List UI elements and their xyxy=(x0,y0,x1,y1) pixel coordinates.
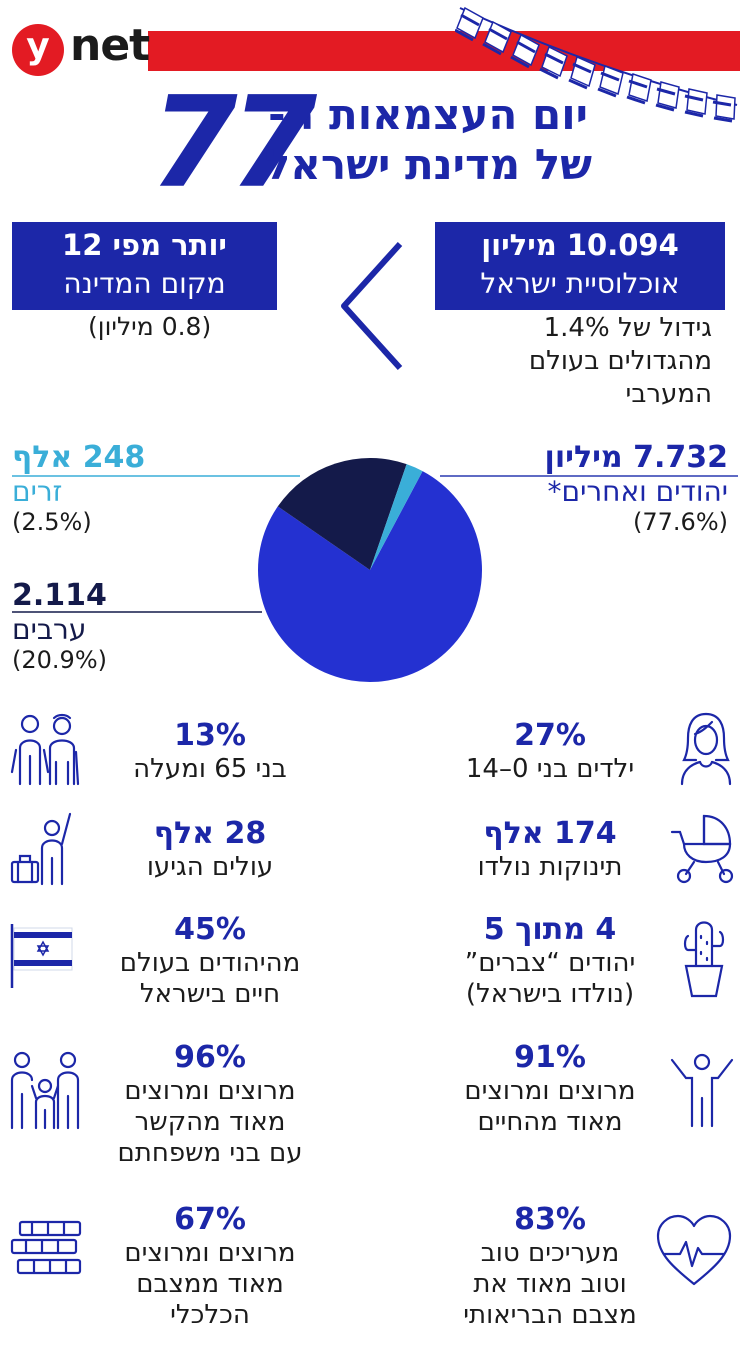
heart-pulse-icon xyxy=(656,1214,732,1286)
city-compare-label: מקום המדינה xyxy=(63,267,226,300)
stat-value: 45% xyxy=(174,912,246,947)
stat-elderly: 13% בני 65 ומעלה xyxy=(95,718,325,785)
stat-text: מרוצים ומרוצים xyxy=(124,1076,296,1106)
population-note: גידול של 1.4% מהגדולים בעולם המערבי xyxy=(529,312,712,411)
pie-label-foreigners: 248 אלף זרים (2.5%) xyxy=(12,440,145,536)
stat-economic-satisfaction: 67% מרוצים ומרוצים מאוד ממצבם הכלכלי xyxy=(80,1202,340,1331)
pie-label-arabs: 2.114 ערבים (20.9%) xyxy=(12,578,107,674)
population-value: 10.094 מיליון xyxy=(481,228,679,262)
stat-text: הכלכלי xyxy=(170,1300,250,1330)
stat-text: מאוד ממצבם xyxy=(136,1269,284,1299)
stat-text: מאוד מהחיים xyxy=(477,1107,623,1137)
stat-immigrants: 28 אלף עולים הגיעו xyxy=(95,816,325,883)
stat-text: מעריכים טוב xyxy=(480,1238,620,1268)
stat-value: 83% xyxy=(514,1202,586,1237)
foreigners-name: זרים xyxy=(12,475,63,508)
stat-health: 83% מעריכים טוב וטוב מאוד את מצבם הבריאו… xyxy=(430,1202,670,1331)
ynet-logo-text[interactable]: net xyxy=(70,20,150,71)
elderly-couple-icon xyxy=(10,713,80,786)
pie-slice-foreigners xyxy=(370,464,423,570)
jews-pct: (77.6%) xyxy=(633,508,728,536)
jews-name: יהודים ואחרים* xyxy=(547,475,729,508)
pie-slice-jews xyxy=(258,471,482,682)
flag-bunting-icon xyxy=(455,6,738,123)
arabs-name: ערבים xyxy=(12,613,87,646)
city-compare-note: (0.8 מיליון) xyxy=(88,312,212,341)
stat-value: 174 אלף xyxy=(483,816,617,851)
arabs-pct: (20.9%) xyxy=(12,646,107,674)
stat-children: 27% ילדים בני 0–14 xyxy=(430,718,670,785)
stat-text: (נולדו בישראל) xyxy=(465,979,635,1009)
stat-text: עולים הגיעו xyxy=(146,852,274,882)
population-note-line: מהגדולים בעולם xyxy=(528,346,712,376)
less-than-icon xyxy=(341,241,403,371)
stat-value: 27% xyxy=(514,718,586,753)
title-number: 77 xyxy=(150,69,317,216)
pie-slice-arabs xyxy=(277,458,407,570)
ynet-logo-circle[interactable]: y xyxy=(12,24,64,76)
family-icon xyxy=(10,1051,80,1130)
stat-sabras: 4 מתוך 5 יהודים “צברים” (נולדו בישראל) xyxy=(430,912,670,1010)
cactus-icon xyxy=(683,921,725,998)
stat-text: מצבם הבריאותי xyxy=(463,1300,637,1330)
city-compare-box: יותר מפי 12 מקום המדינה xyxy=(12,222,277,310)
city-compare-value: יותר מפי 12 xyxy=(62,228,227,262)
stat-family-satisfaction: 96% מרוצים ומרוצים מאוד מהקשר עם בני משפ… xyxy=(80,1040,340,1169)
stat-text: תינוקות נולדו xyxy=(477,852,623,882)
stat-babies: 174 אלף תינוקות נולדו xyxy=(430,816,670,883)
population-note-line: המערבי xyxy=(625,379,712,409)
population-pie-chart xyxy=(12,458,738,682)
israel-flag-icon xyxy=(10,924,73,988)
header-red-bar xyxy=(148,31,740,71)
stat-value: 96% xyxy=(174,1040,246,1075)
girl-icon xyxy=(680,712,732,786)
stat-text: וטוב מאוד את xyxy=(473,1269,627,1299)
stat-text: בני 65 ומעלה xyxy=(133,754,287,784)
title-line-2: של מדינת ישראל xyxy=(264,140,592,189)
population-note-line: גידול של 1.4% xyxy=(543,313,712,343)
money-stack-icon xyxy=(10,1220,82,1275)
stat-value: 67% xyxy=(174,1202,246,1237)
stat-text: חיים בישראל xyxy=(139,979,281,1009)
happy-person-icon xyxy=(670,1053,734,1128)
foreigners-pct: (2.5%) xyxy=(12,508,92,536)
pie-label-jews: 7.732 מיליון יהודים ואחרים* (77.6%) xyxy=(545,440,728,536)
population-label: אוכלוסיית ישראל xyxy=(480,267,680,300)
stat-value: 4 מתוך 5 xyxy=(483,912,617,947)
jews-amount: 7.732 מיליון xyxy=(544,440,728,475)
immigrant-suitcase-icon xyxy=(10,812,72,886)
stat-value: 13% xyxy=(174,718,246,753)
baby-stroller-icon xyxy=(670,814,734,884)
stat-text: ילדים בני 0–14 xyxy=(465,754,635,784)
stat-life-satisfaction: 91% מרוצים ומרוצים מאוד מהחיים xyxy=(430,1040,670,1138)
stat-text: מרוצים ומרוצים xyxy=(464,1076,636,1106)
stat-world-jews: 45% מהיהודים בעולם חיים בישראל xyxy=(80,912,340,1010)
stat-text: מהיהודים בעולם xyxy=(119,948,301,978)
arabs-amount: 2.114 xyxy=(12,578,107,613)
title-line-1: יום העצמאות ה- xyxy=(268,90,588,139)
population-box: 10.094 מיליון אוכלוסיית ישראל xyxy=(435,222,725,310)
stat-text: מרוצים ומרוצים xyxy=(124,1238,296,1268)
stat-value: 28 אלף xyxy=(153,816,267,851)
stat-text: יהודים “צברים” xyxy=(464,948,636,978)
foreigners-amount: 248 אלף xyxy=(12,440,146,475)
stat-text: עם בני משפחתם xyxy=(117,1138,303,1168)
stat-text: מאוד מהקשר xyxy=(134,1107,286,1137)
stat-value: 91% xyxy=(514,1040,586,1075)
